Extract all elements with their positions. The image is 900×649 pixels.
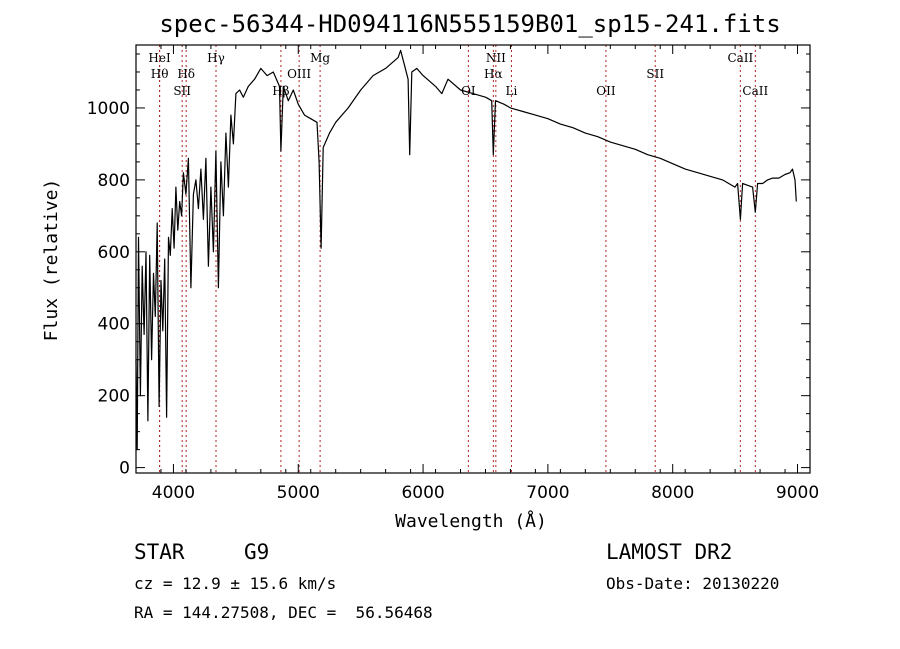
line-markers: HeI Hθ SII Hδ Hγ Hβ OIII Mg OI Hα NII Li OII SII CaII C…: [148, 45, 768, 473]
marker-label-2: SII: [173, 84, 191, 98]
y-tick-label-4: 800: [98, 171, 130, 191]
survey-label: LAMOST DR2: [606, 540, 733, 564]
y-tick-label-1: 200: [98, 387, 130, 407]
x-tick-label-3: 7000: [526, 483, 569, 503]
y-tick-label-5: 1000: [87, 99, 130, 119]
y-tick-label-0: 0: [119, 459, 130, 479]
observation-date: Obs-Date: 20130220: [606, 574, 780, 593]
marker-label-8: OI: [461, 84, 476, 98]
marker-label-12: OII: [596, 84, 616, 98]
marker-label-15: CaII: [742, 84, 768, 98]
marker-label-1: Hθ: [151, 67, 169, 81]
x-tick-label-1: 5000: [277, 483, 320, 503]
axis-ticks: 4000 5000 6000 7000 8000 9000 0 200 400 600 800 100…: [87, 45, 819, 503]
chart-title: spec-56344-HD094116N555159B01_sp15-241.f…: [159, 10, 780, 38]
marker-label-3: Hδ: [177, 67, 195, 81]
coordinates: RA = 144.27508, DEC = 56.56468: [134, 603, 433, 622]
x-tick-label-5: 9000: [776, 483, 819, 503]
marker-label-4: Hγ: [207, 51, 225, 65]
y-tick-label-3: 600: [98, 243, 130, 263]
marker-label-10: NII: [486, 51, 506, 65]
redshift-cz: cz = 12.9 ± 15.6 km/s: [134, 574, 337, 593]
marker-label-6: OIII: [287, 67, 311, 81]
marker-label-7: Mg: [310, 51, 330, 65]
spectrum-series-line: [135, 49, 797, 451]
x-axis-label: Wavelength (Å): [395, 510, 547, 532]
x-tick-label-2: 6000: [401, 483, 444, 503]
object-subclass: G9: [244, 540, 270, 564]
marker-label-11: Li: [506, 84, 518, 98]
x-tick-label-4: 8000: [651, 483, 694, 503]
marker-label-13: SII: [646, 67, 664, 81]
marker-label-14: CaII: [727, 51, 753, 65]
plot-frame: [135, 44, 811, 474]
marker-label-5: Hβ: [272, 84, 289, 98]
y-tick-label-2: 400: [98, 315, 130, 335]
marker-label-0: HeI: [148, 51, 171, 65]
object-class: STAR: [134, 540, 185, 564]
x-tick-label-0: 4000: [152, 483, 195, 503]
marker-label-9: Hα: [484, 67, 503, 81]
y-axis-label: Flux (relative): [41, 179, 62, 342]
